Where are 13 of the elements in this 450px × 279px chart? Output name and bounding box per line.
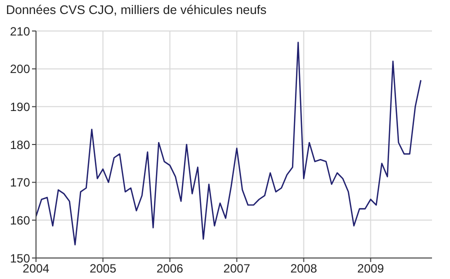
y-tick-label: 180 <box>10 138 30 152</box>
x-tick-label: 2008 <box>290 262 318 276</box>
line-series <box>36 42 422 246</box>
x-tick-label: 2007 <box>223 262 250 276</box>
y-tick-label: 200 <box>10 62 30 76</box>
x-tick-label: 2006 <box>156 262 184 276</box>
y-tick-label: 210 <box>10 24 30 38</box>
y-tick-label: 160 <box>10 213 30 228</box>
y-tick-label: 170 <box>10 176 30 190</box>
x-tick-label: 2005 <box>90 262 117 276</box>
y-tick-label: 190 <box>10 100 30 114</box>
chart-title: Données CVS CJO, milliers de véhicules neufs <box>6 3 267 17</box>
x-tick-label: 2009 <box>357 262 384 276</box>
